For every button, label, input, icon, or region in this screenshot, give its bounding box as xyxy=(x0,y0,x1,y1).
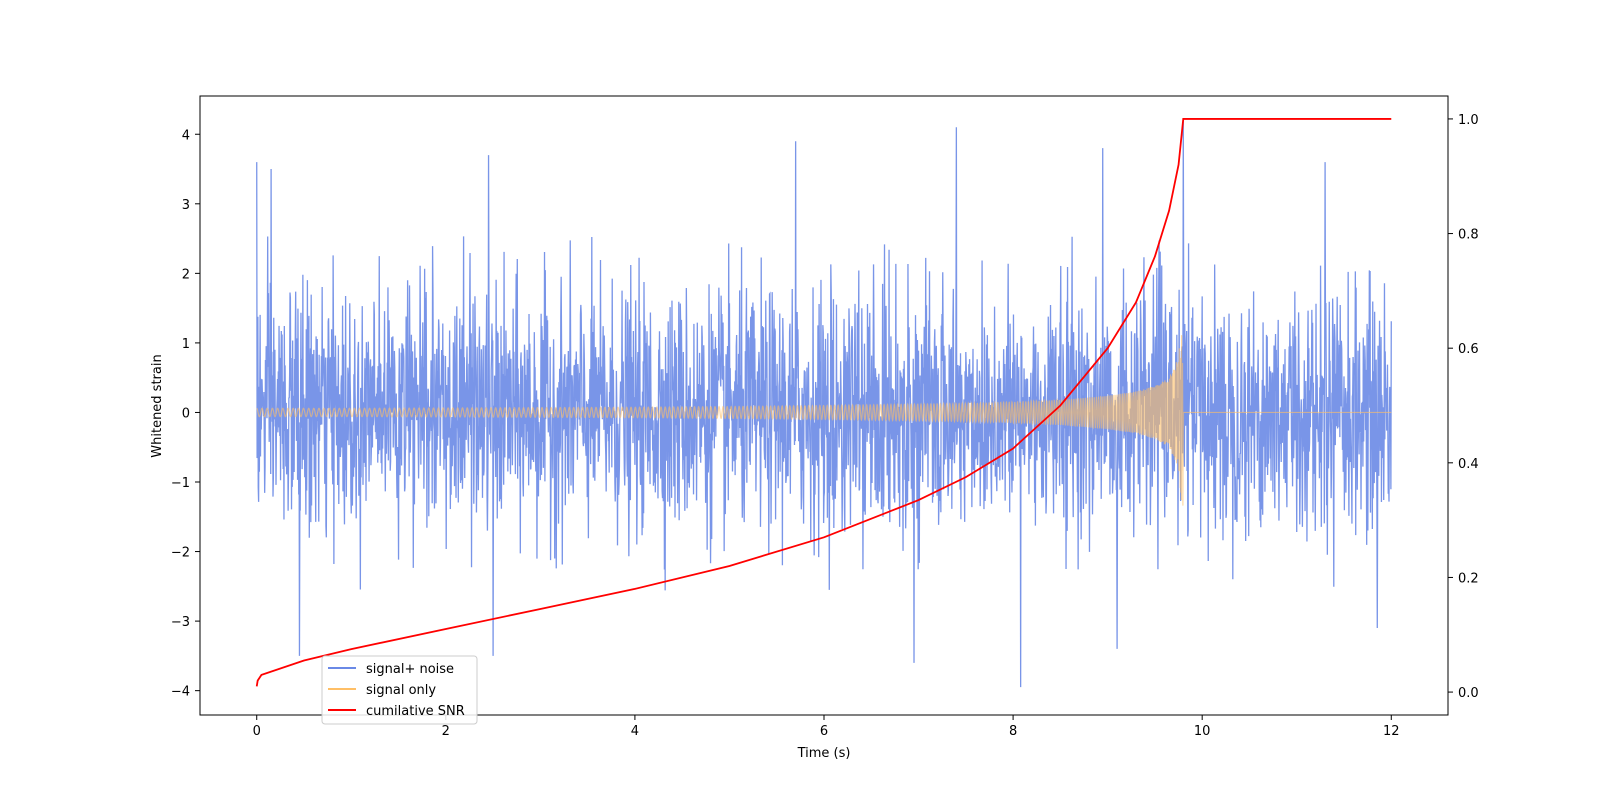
y2-tick-label: 0.0 xyxy=(1458,686,1479,701)
y2-tick-label: 0.6 xyxy=(1458,342,1479,357)
y-tick-label: −2 xyxy=(171,546,190,561)
y2-tick-label: 0.4 xyxy=(1458,457,1479,472)
y-tick-label: 0 xyxy=(182,406,190,421)
y-tick-label: 1 xyxy=(182,337,190,352)
legend-label-signal-only: signal only xyxy=(366,683,436,698)
y-tick-label: 4 xyxy=(182,128,190,143)
legend-label-cumulative-snr: cumilative SNR xyxy=(366,704,465,719)
x-axis: 0 2 4 6 8 10 12 xyxy=(253,715,1400,739)
y-tick-label: 3 xyxy=(182,198,190,213)
x-tick-label: 12 xyxy=(1383,724,1400,739)
y2-tick-label: 0.2 xyxy=(1458,571,1479,586)
y-tick-label: 2 xyxy=(182,267,190,282)
series-line-cumulative-snr xyxy=(255,118,1392,687)
x-tick-label: 0 xyxy=(253,724,261,739)
x-tick-label: 6 xyxy=(820,724,828,739)
x-tick-label: 10 xyxy=(1194,724,1211,739)
y-axis-label: Whitened strain xyxy=(150,354,165,457)
series-layer xyxy=(255,118,1392,688)
y-tick-label: −4 xyxy=(171,685,190,700)
legend-box xyxy=(321,655,478,725)
x-tick-label: 8 xyxy=(1009,724,1017,739)
y2-tick-label: 1.0 xyxy=(1458,113,1479,128)
y-axis-right: 0.0 0.2 0.4 0.6 0.8 1.0 xyxy=(1448,113,1479,701)
y2-tick-label: 0.8 xyxy=(1458,228,1479,243)
y-tick-label: −3 xyxy=(171,615,190,630)
legend-label-signal-noise: signal+ noise xyxy=(366,662,454,677)
series-line-signal-only xyxy=(256,335,1392,506)
x-tick-label: 4 xyxy=(631,724,639,739)
x-tick-label: 2 xyxy=(442,724,450,739)
legend: signal+ noise signal only cumilative SNR xyxy=(321,655,478,725)
x-axis-label: Time (s) xyxy=(797,746,851,761)
y-axis-left: −4 −3 −2 −1 0 1 2 3 4 xyxy=(171,128,200,700)
y-tick-label: −1 xyxy=(171,476,190,491)
